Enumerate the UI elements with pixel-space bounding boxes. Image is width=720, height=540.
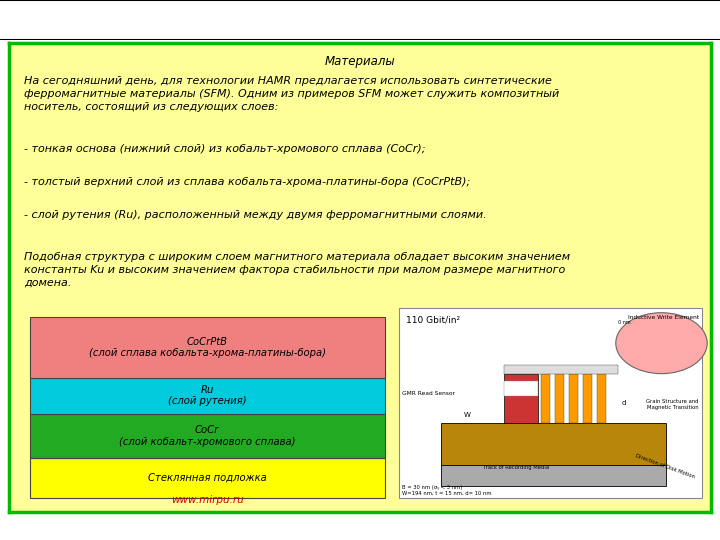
Text: Inductive Write Element: Inductive Write Element [628,315,698,320]
Bar [555,374,564,423]
Text: - толстый верхний слой из сплава кобальта-хрома-платины-бора (CoCrPtB);: - толстый верхний слой из сплава кобальт… [24,177,470,187]
Bar [597,374,606,423]
Text: - слой рутения (Ru), расположенный между двумя ферромагнитными слоями.: - слой рутения (Ru), расположенный между… [24,210,487,220]
Bar [504,381,538,396]
Text: Термоассистируемая магнитная запись (Heat-Assisted Magnetic Recording, HAMR): Термоассистируемая магнитная запись (Hea… [12,12,708,28]
Bar [541,374,550,423]
FancyBboxPatch shape [441,465,666,486]
Text: •Физический факультет, ЭВУ и системы, 5 семестр,2013 Доцент Мховников А.Ю.      : •Физический факультет, ЭВУ и системы, 5 … [73,524,647,530]
Text: - тонкая основа (нижний слой) из кобальт-хромового сплава (CoCr);: - тонкая основа (нижний слой) из кобальт… [24,144,426,154]
Text: www.mirpu.ru: www.mirpu.ru [171,495,243,505]
Text: Материалы: Материалы [325,55,395,68]
Text: GMR Read Sensor: GMR Read Sensor [402,391,455,396]
Bar [504,365,618,374]
Bar [399,308,702,498]
Text: CoCrPtB
(слой сплава кобальта-хрома-платины-бора): CoCrPtB (слой сплава кобальта-хрома-плат… [89,336,325,358]
Text: На сегодняшний день, для технологии HAMR предлагается использовать синтетические: На сегодняшний день, для технологии HAMR… [24,76,559,112]
Text: 110 Gbit/in²: 110 Gbit/in² [405,315,460,324]
Text: Grain Structure and
Magnetic Transition: Grain Structure and Magnetic Transition [647,399,698,410]
FancyBboxPatch shape [441,423,666,465]
Text: Track of Recording Media: Track of Recording Media [483,465,549,470]
Text: d: d [622,400,626,406]
Circle shape [616,313,707,374]
Bar [569,374,578,423]
Text: 0 nm: 0 nm [618,320,631,325]
Text: Ru
(слой рутения): Ru (слой рутения) [168,385,246,407]
Bar [30,318,384,377]
Text: Стеклянная подложка: Стеклянная подложка [148,473,266,483]
Text: Подобная структура с широким слоем магнитного материала обладает высоким значени: Подобная структура с широким слоем магни… [24,252,570,287]
Text: Direction of Disk Motion: Direction of Disk Motion [634,453,696,479]
Bar [30,414,384,458]
Bar [504,374,538,423]
Text: W: W [463,412,470,418]
Bar [30,377,384,414]
Text: CoCr
(слой кобальт-хромового сплава): CoCr (слой кобальт-хромового сплава) [119,425,295,447]
Text: B = 30 nm (σᵧ < 3 nm)
W=194 nm, t = 15 nm, d= 10 nm: B = 30 nm (σᵧ < 3 nm) W=194 nm, t = 15 n… [402,485,492,496]
Bar [30,458,384,498]
Bar [583,374,593,423]
